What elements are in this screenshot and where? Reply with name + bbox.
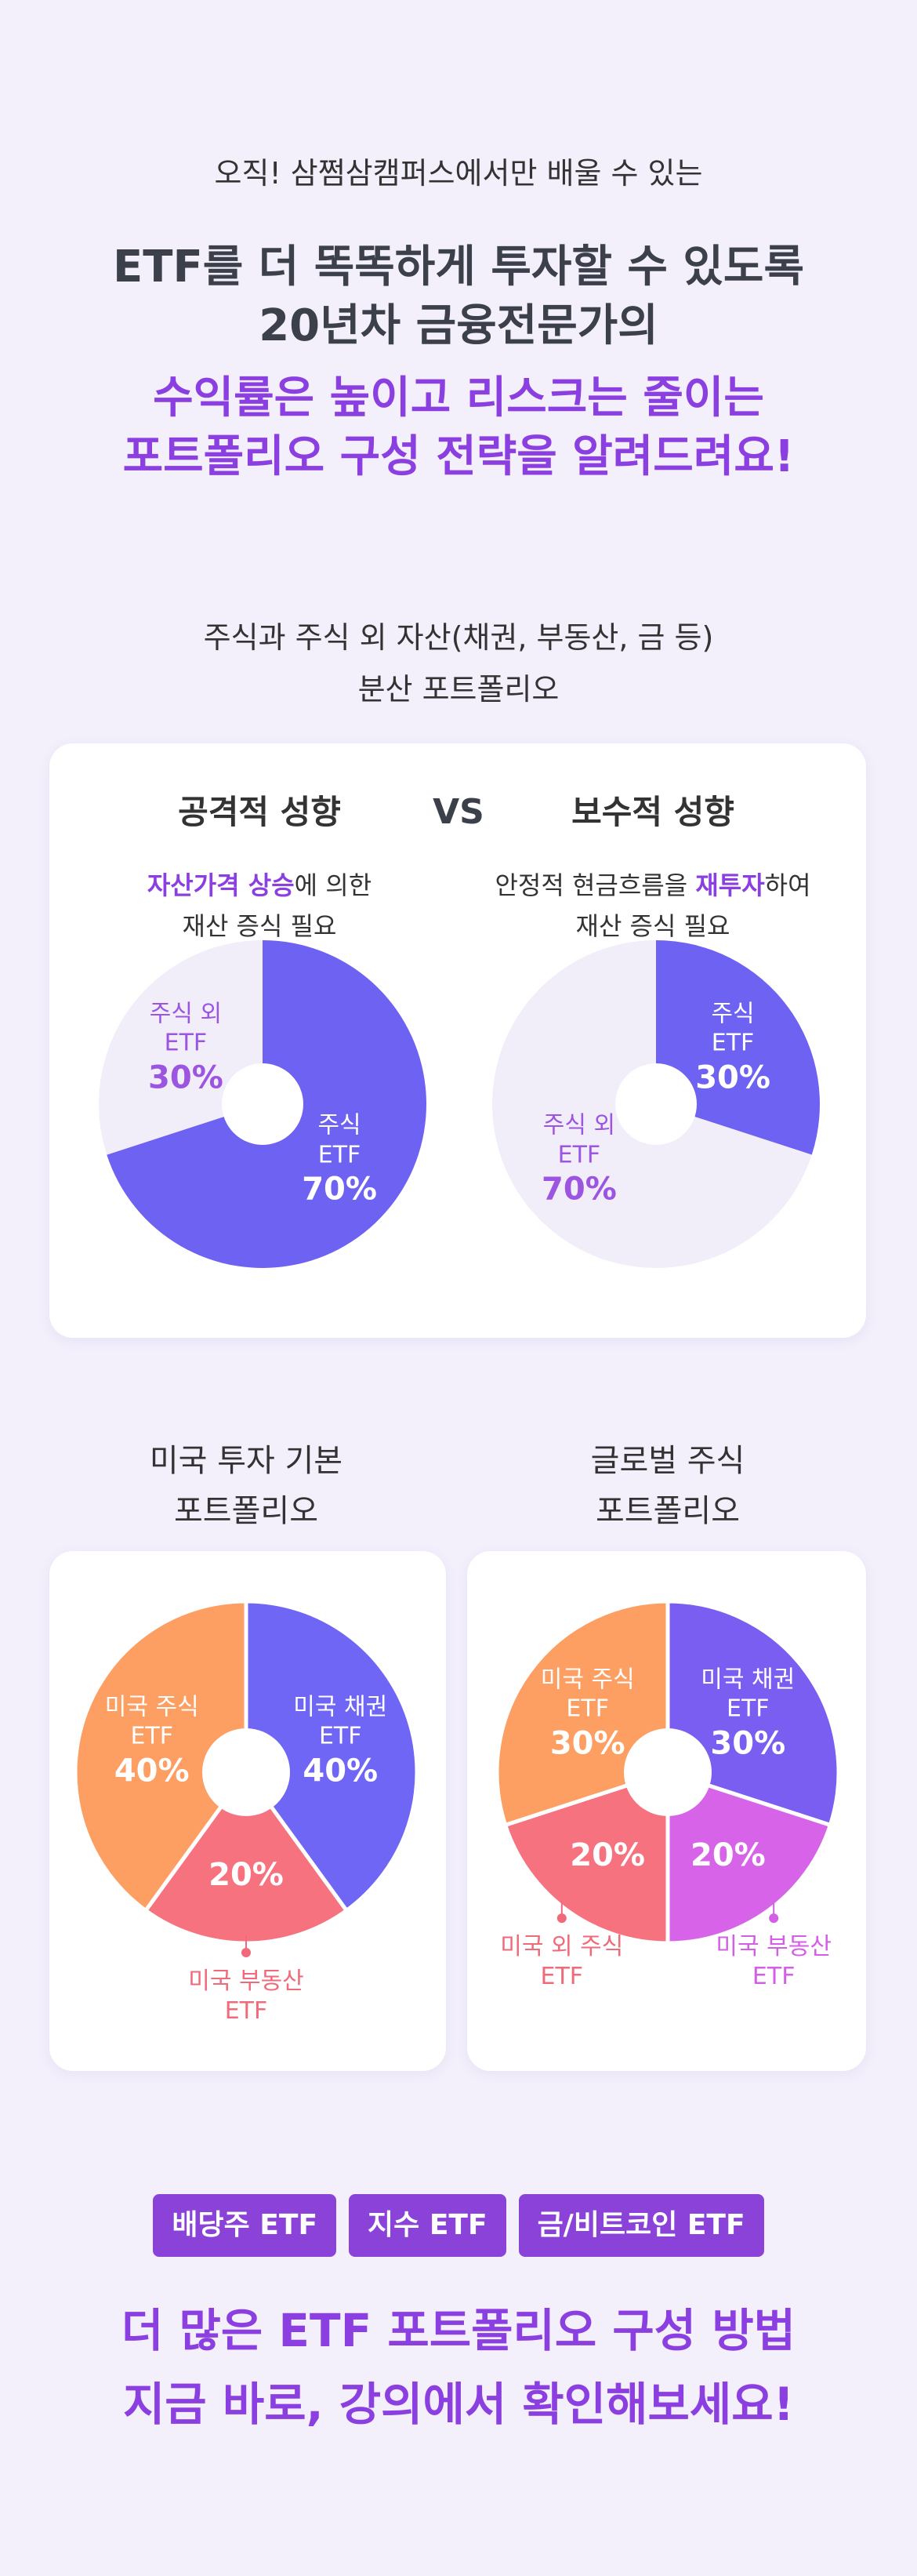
tag: 배당주 ETF [153, 2194, 337, 2257]
chart-title: 공격적 성향 [178, 792, 341, 831]
category-label: 미국 주식 ETF [540, 1666, 635, 1723]
tags: 배당주 ETF 지수 ETF 금/비트코인 ETF [0, 2194, 917, 2257]
description-part: 재산 증식 필요 [182, 911, 337, 941]
value-label: 30% [710, 1725, 786, 1762]
chart-title: 보수적 성향 [571, 792, 734, 831]
pie-hole [624, 1728, 712, 1816]
pie-slice [244, 1599, 419, 1913]
headline-highlight: 포트폴리오 구성 전략을 알려드려요! [122, 431, 795, 482]
value-label: 30% [148, 1059, 223, 1096]
slice-label: 미국 주식 ETF 40% [80, 1692, 223, 1790]
slice-label: 미국 주식 ETF 30% [516, 1665, 659, 1763]
headline-highlight: 수익률은 높이고 리스크는 줄이는 [153, 372, 764, 423]
headline: 20년차 금융전문가의 [259, 300, 658, 351]
headline: ETF를 더 똑똑하게 투자할 수 있도록 [113, 242, 804, 292]
slice-label: 주식 외 ETF 70% [518, 1111, 640, 1209]
leader-dot [556, 1913, 567, 1924]
pie-slice [656, 940, 820, 1155]
pie-slice [665, 1769, 833, 1946]
versus: VS [433, 792, 484, 832]
value-label: 40% [114, 1753, 190, 1789]
slice-label: 미국 채권 ETF 40% [269, 1692, 412, 1790]
category-label: 미국 채권 ETF [293, 1693, 388, 1750]
footer-line: 지금 바로, 강의에서 확인해보세요! [122, 2378, 795, 2431]
tag: 금/비트코인 ETF [518, 2194, 764, 2257]
description-part: 에 의한 [294, 870, 372, 900]
chart-description: 자산가격 상승에 의한 [24, 866, 495, 902]
section-title: 분산 포트폴리오 [357, 672, 560, 707]
chart-description: 재산 증식 필요 [418, 907, 888, 943]
slice-label: 미국 채권 ETF 30% [676, 1665, 820, 1763]
chart-description: 안정적 현금흐름을 재투자하여 [418, 866, 888, 902]
pie-hole [202, 1728, 290, 1816]
pie-hole [615, 1063, 697, 1145]
value-label: 70% [302, 1171, 377, 1208]
value-label: 20% [690, 1837, 766, 1873]
intro: 오직! 삼쩜삼캠퍼스에서만 배울 수 있는 [214, 156, 703, 191]
category-label: 미국 주식 ETF [104, 1693, 199, 1750]
category-label: 주식 ETF [317, 1111, 361, 1169]
slice-label: 주식 ETF 70% [293, 1111, 386, 1209]
slice-label: 주식 ETF 30% [687, 999, 779, 1097]
description-part: 자산가격 상승 [147, 870, 295, 900]
slice-label: 20% [570, 1836, 645, 1875]
tag: 지수 ETF [349, 2194, 506, 2257]
pie-hole [222, 1063, 303, 1145]
pie-slice [73, 1599, 248, 1913]
description-part: 재산 증식 필요 [575, 911, 730, 941]
category-label: 미국 외 주식 ETF [500, 1933, 624, 1990]
value-label: 30% [695, 1059, 770, 1096]
value-label: 20% [208, 1856, 284, 1893]
slice-label: 20% [208, 1855, 284, 1895]
pie-slice [502, 1769, 670, 1946]
description-part: 하여 [764, 870, 811, 900]
category-label: 주식 외 ETF [149, 1000, 223, 1057]
value-label: 70% [542, 1171, 617, 1208]
chart-description: 재산 증식 필요 [24, 907, 495, 943]
category-label: 미국 부동산 ETF [188, 1967, 304, 2025]
slice-label: 20% [690, 1836, 766, 1875]
chart-title: 미국 투자 기본 포트폴리오 [149, 1443, 343, 1529]
description-part: 안정적 현금흐름을 [495, 870, 696, 900]
footer-line: 더 많은 ETF 포트폴리오 구성 방법 [121, 2304, 796, 2357]
category-label: 미국 채권 ETF [701, 1666, 796, 1723]
slice-label: 주식 외 ETF 30% [125, 999, 246, 1097]
chart-title: 글로벌 주식 포트폴리오 [590, 1443, 745, 1529]
category-label: 주식 ETF [711, 1000, 755, 1057]
leader-dot [769, 1913, 779, 1924]
section-title: 주식과 주식 외 자산(채권, 부동산, 금 등) [203, 620, 714, 655]
value-label: 30% [549, 1725, 625, 1762]
value-label: 20% [570, 1837, 645, 1873]
description-part: 재투자 [695, 870, 765, 900]
value-label: 40% [303, 1753, 379, 1789]
category-label: 주식 외 ETF [542, 1111, 616, 1169]
category-label: 미국 부동산 ETF [716, 1933, 832, 1990]
pie-slice [98, 939, 263, 1155]
leader-dot [241, 1948, 251, 1957]
